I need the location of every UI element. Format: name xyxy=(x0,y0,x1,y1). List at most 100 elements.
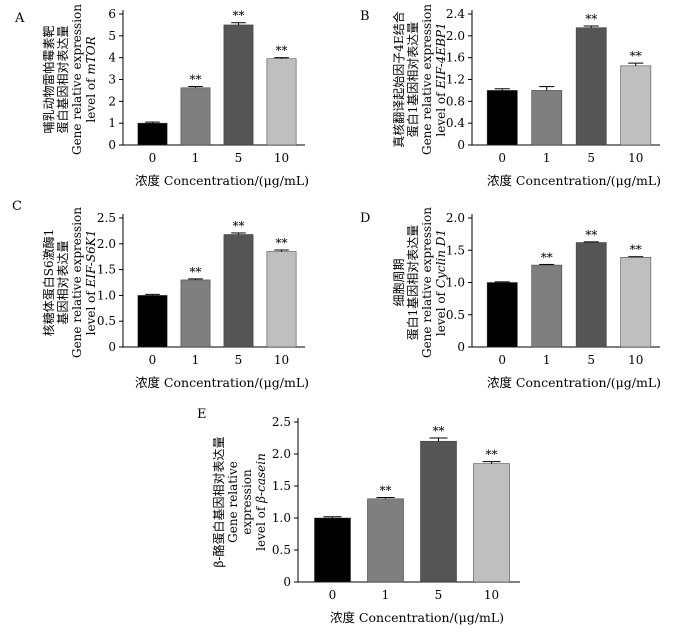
y-tick-label: 2.5 xyxy=(97,211,116,225)
y-tick-label: 0 xyxy=(457,138,465,152)
y-axis-title: 真核翻译起始因子4E结合 xyxy=(391,11,406,147)
significance-label: ** xyxy=(541,250,553,264)
y-tick-label: 3 xyxy=(108,73,116,87)
bar xyxy=(137,122,168,146)
x-tick-label: 0 xyxy=(149,353,157,367)
y-axis-title: 核糖体蛋白S6激酶1 xyxy=(41,229,56,337)
bar xyxy=(137,295,168,348)
y-axis-title: β-酪蛋白基因相对表达量 xyxy=(211,437,226,568)
significance-label: ** xyxy=(380,484,392,498)
x-axis-title: 浓度 Concentration/(μg/mL) xyxy=(487,173,661,188)
bar xyxy=(314,517,351,583)
bar xyxy=(575,242,607,348)
x-tick-label: 0 xyxy=(149,151,157,165)
y-tick-label: 1.0 xyxy=(272,511,291,525)
x-tick-label: 1 xyxy=(543,353,551,367)
significance-label: ** xyxy=(190,265,202,279)
x-tick-label: 5 xyxy=(435,588,443,602)
bar xyxy=(180,279,211,348)
y-axis-title: 蛋白1基因相对表达量 xyxy=(405,225,420,341)
bar xyxy=(486,90,518,146)
x-tick-label: 5 xyxy=(587,353,595,367)
panel-label: C xyxy=(12,199,22,214)
bar xyxy=(266,251,297,348)
y-axis-title: level of β-casein xyxy=(254,453,268,551)
y-axis-title: 蛋白基因相对表达量 xyxy=(55,25,70,133)
panel-a: A 0 1 2 3 4 5 6 0 ** 1 ** 5 ** 10 浓度 Concentration/(μg/… xyxy=(14,4,309,188)
y-axis-title: Gene relative expression xyxy=(70,207,84,358)
y-tick-label: 6 xyxy=(108,7,116,21)
x-tick-label: 10 xyxy=(628,151,643,165)
x-tick-label: 0 xyxy=(498,151,506,165)
panel-label: D xyxy=(360,211,370,226)
x-tick-label: 5 xyxy=(235,151,243,165)
y-tick-label: 0.4 xyxy=(446,116,465,130)
y-tick-label: 2.0 xyxy=(446,211,465,225)
y-tick-label: 1.5 xyxy=(446,243,465,257)
x-axis-title: 浓度 Concentration/(μg/mL) xyxy=(487,375,661,390)
y-axis-title: level of mTOR xyxy=(84,36,98,122)
significance-label: ** xyxy=(630,49,642,63)
y-tick-label: 0 xyxy=(283,575,291,589)
bar xyxy=(223,24,254,146)
y-axis-title: Gene relative expression xyxy=(70,4,84,155)
bar xyxy=(620,257,652,348)
y-axis-title: 基因相对表达量 xyxy=(56,240,70,324)
y-tick-label: 1.0 xyxy=(97,288,116,302)
x-tick-label: 0 xyxy=(329,588,337,602)
y-tick-label: 1.6 xyxy=(446,51,465,65)
y-tick-label: 2.0 xyxy=(97,237,116,251)
significance-label: ** xyxy=(233,9,245,23)
significance-label: ** xyxy=(276,236,288,250)
bar xyxy=(486,282,518,348)
significance-label: ** xyxy=(433,424,445,438)
y-axis-title: 哺乳动物雷帕霉素靶 xyxy=(41,25,56,133)
bar xyxy=(531,264,563,348)
y-tick-label: 0 xyxy=(108,340,116,354)
x-tick-label: 1 xyxy=(192,353,200,367)
x-tick-label: 10 xyxy=(274,353,289,367)
y-tick-label: 1.5 xyxy=(272,479,291,493)
significance-label: ** xyxy=(486,448,498,462)
y-tick-label: 0 xyxy=(108,138,116,152)
bar xyxy=(575,27,607,146)
y-axis-title: level of Cyclin D1 xyxy=(434,229,448,336)
x-axis-title: 浓度 Concentration/(μg/mL) xyxy=(330,610,504,625)
significance-label: ** xyxy=(233,219,245,233)
y-axis-title: Gene relative xyxy=(226,461,240,543)
y-tick-label: 2.0 xyxy=(272,447,291,461)
y-tick-label: 1.0 xyxy=(446,276,465,290)
bar xyxy=(531,90,563,146)
y-tick-label: 4 xyxy=(108,51,116,65)
x-tick-label: 10 xyxy=(484,588,499,602)
bar xyxy=(420,440,457,583)
y-axis-title: Gene relative expression xyxy=(420,4,434,155)
x-tick-label: 0 xyxy=(498,353,506,367)
x-tick-label: 5 xyxy=(587,151,595,165)
x-tick-label: 10 xyxy=(628,353,643,367)
x-tick-label: 1 xyxy=(192,151,200,165)
significance-label: ** xyxy=(630,243,642,257)
panel-c: C 0 0.5 1.0 1.5 2.0 2.5 0 ** 1 ** 5 ** 10 浓度 Concentra… xyxy=(12,199,309,390)
y-tick-label: 0.5 xyxy=(97,314,116,328)
panel-b: B 0 0.4 0.8 1.2 1.6 2.0 2.4 0 1 ** 5 ** 10 浓度 Concentr… xyxy=(360,4,661,188)
x-tick-label: 5 xyxy=(235,353,243,367)
bar xyxy=(473,463,510,583)
panel-label: B xyxy=(360,9,370,24)
significance-label: ** xyxy=(585,228,597,242)
y-tick-label: 2 xyxy=(108,94,116,108)
y-tick-label: 1 xyxy=(108,116,116,130)
y-axis-title: 细胞周期 xyxy=(392,258,406,306)
x-tick-label: 1 xyxy=(382,588,390,602)
y-tick-label: 2.5 xyxy=(272,415,291,429)
y-tick-label: 0 xyxy=(457,340,465,354)
x-tick-label: 1 xyxy=(543,151,551,165)
significance-label: ** xyxy=(585,12,597,26)
y-axis-title: level of EIF-4EBP1 xyxy=(434,22,448,136)
significance-label: ** xyxy=(190,72,202,86)
panel-e: E 0 0.5 1.0 1.5 2.0 2.5 0 ** 1 ** 5 ** 10 浓度 Concentra… xyxy=(197,407,520,625)
x-axis-title: 浓度 Concentration/(μg/mL) xyxy=(135,375,309,390)
y-axis-title: expression xyxy=(240,469,254,535)
bar xyxy=(367,498,404,583)
